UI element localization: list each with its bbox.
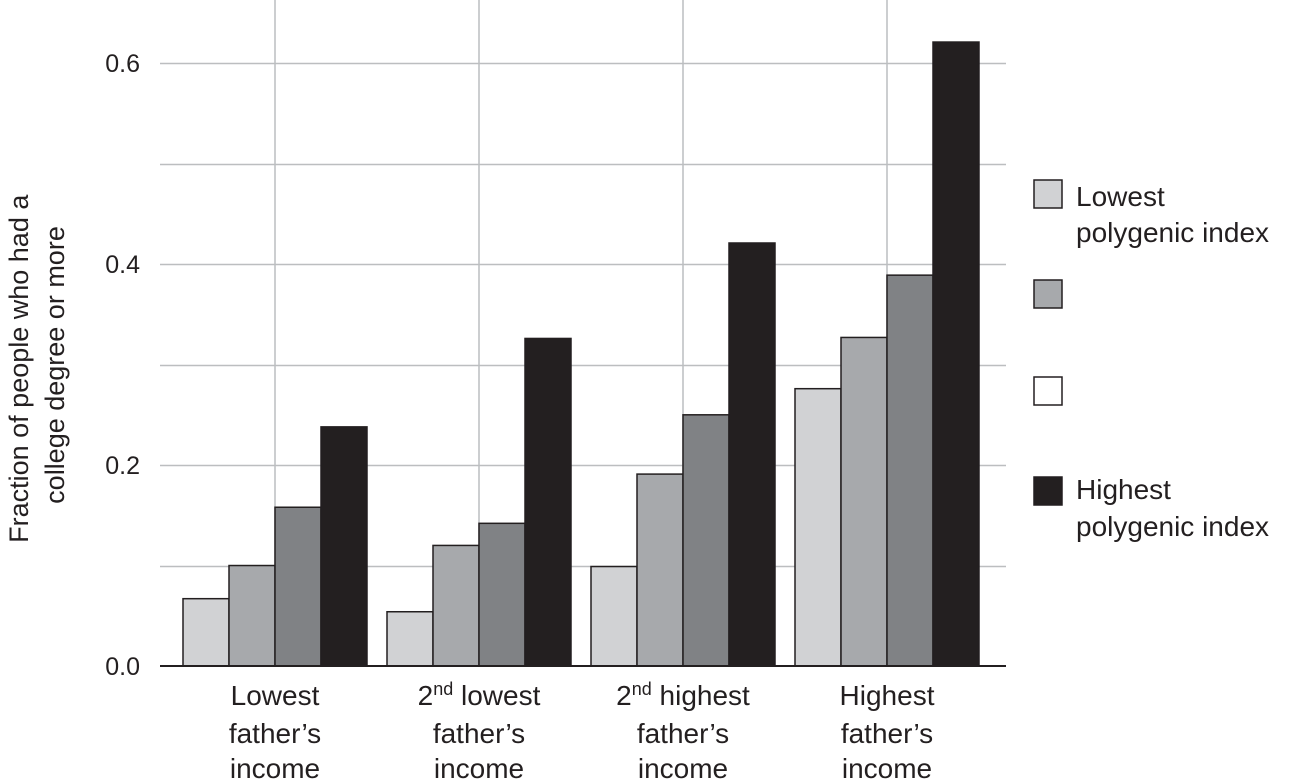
x-category-label: father’s [433, 718, 525, 749]
y-axis-label: Fraction of people who had a college deg… [4, 187, 70, 543]
bar-series-3-group-4 [886, 274, 934, 667]
bar-series-3-group-2 [478, 522, 526, 667]
y-tick-label: 0.4 [105, 251, 140, 279]
bars [182, 41, 980, 667]
y-axis-label-line-1: Fraction of people who had a [4, 194, 34, 543]
y-tick-label: 0.0 [105, 653, 140, 681]
x-category-label: father’s [229, 718, 321, 749]
bar-series-2-group-1 [228, 564, 276, 667]
y-tick-labels: 0.0 0.2 0.4 0.6 [105, 50, 140, 681]
bar-series-2-group-3 [636, 473, 684, 667]
x-category-label: income [230, 753, 320, 782]
bar-series-3-group-3 [682, 414, 730, 667]
x-category-label: Highest [840, 680, 935, 711]
bar-series-1-group-3 [590, 565, 638, 667]
bar-series-4-group-2 [524, 337, 572, 667]
legend-swatch [1033, 476, 1063, 506]
y-tick-label: 0.2 [105, 452, 140, 480]
x-category-label: income [842, 753, 932, 782]
legend-label: Lowest [1076, 181, 1165, 212]
y-axis-label-line-2: college degree or more [40, 226, 70, 504]
bar-series-2-group-2 [432, 544, 480, 667]
legend-label: polygenic index [1076, 217, 1269, 248]
x-category-label: Lowest [231, 680, 320, 711]
y-tick-label: 0.6 [105, 50, 140, 78]
legend-swatch [1033, 279, 1063, 309]
legend-label: polygenic index [1076, 511, 1269, 542]
x-category-label: 2nd lowest [418, 679, 541, 711]
legend-label: Highest [1076, 474, 1171, 505]
legend-swatch [1033, 179, 1063, 209]
bar-series-1-group-4 [794, 387, 842, 667]
x-category-label: income [638, 753, 728, 782]
legend-swatch [1033, 376, 1063, 406]
legend: Lowest polygenic index Highest polygenic in… [1033, 179, 1269, 542]
x-category-labels: Lowest father’s income 2nd lowest father’s in… [229, 679, 935, 782]
bar-series-4-group-1 [320, 426, 368, 667]
bar-series-4-group-3 [728, 242, 776, 667]
bar-series-4-group-4 [932, 41, 980, 667]
x-category-label: 2nd highest [616, 679, 750, 711]
bar-series-1-group-1 [182, 597, 230, 667]
bar-series-3-group-1 [274, 506, 322, 667]
x-category-label: father’s [841, 718, 933, 749]
bar-series-2-group-4 [840, 336, 888, 667]
x-category-label: father’s [637, 718, 729, 749]
bar-series-1-group-2 [386, 610, 434, 667]
x-category-label: income [434, 753, 524, 782]
